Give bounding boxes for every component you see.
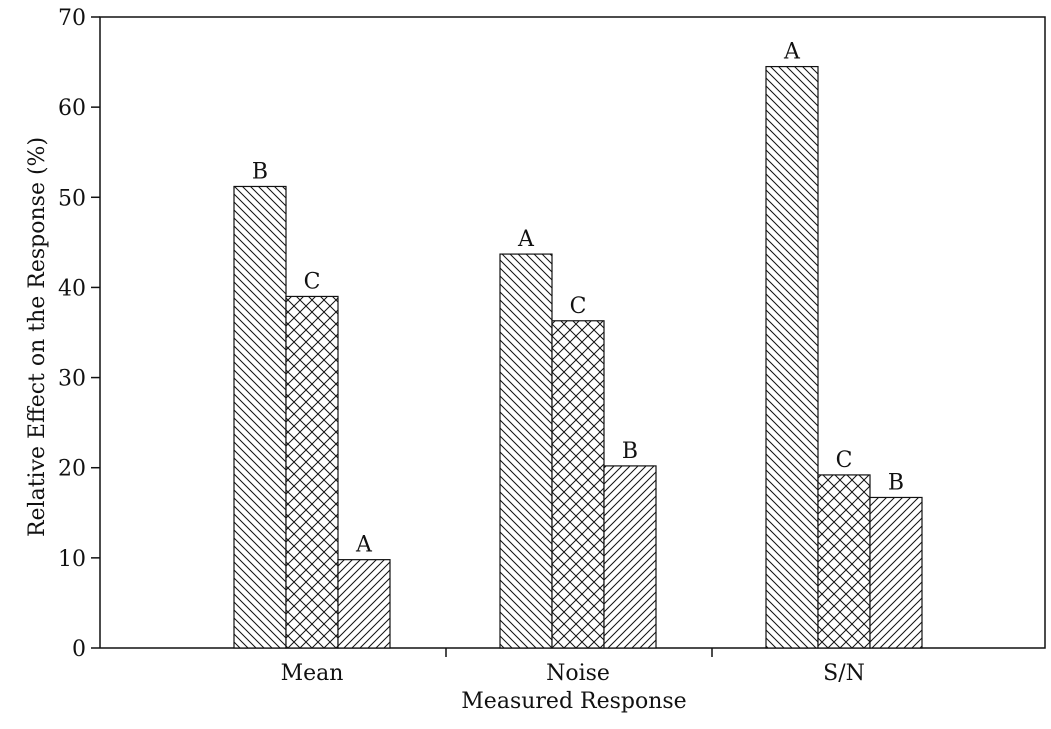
y-tick-label: 10 (58, 547, 86, 572)
axes (99, 16, 1046, 649)
x-tick-label: S/N (823, 661, 865, 686)
bar-label: A (355, 533, 373, 558)
bar (765, 65, 819, 649)
y-tick-label: 40 (58, 276, 86, 301)
bar-label: A (517, 227, 535, 252)
bar (551, 320, 605, 649)
bar-label: B (252, 159, 268, 184)
y-tick-label: 0 (72, 637, 86, 662)
bar (499, 253, 553, 649)
bars (233, 65, 923, 649)
y-tick-label: 50 (58, 186, 86, 211)
y-tick-label: 70 (58, 6, 86, 31)
x-tick-label: Noise (546, 661, 610, 686)
bar (603, 465, 657, 649)
bar-label: C (570, 294, 587, 319)
x-axis-ticks: Mean Noise S/N (281, 648, 865, 686)
y-tick-label: 30 (58, 367, 86, 392)
bar-label: C (836, 448, 853, 473)
bar (817, 474, 871, 649)
y-tick-label: 20 (58, 457, 86, 482)
bar (285, 295, 339, 649)
y-tick-label: 60 (58, 96, 86, 121)
bar-label: B (888, 470, 904, 495)
x-axis-title: Measured Response (461, 689, 686, 714)
y-axis-ticks: 0 10 20 30 40 50 60 70 (58, 6, 100, 662)
plot-frame (99, 16, 1046, 649)
x-tick-label: Mean (281, 661, 344, 686)
bar-label: C (304, 269, 321, 294)
bar (869, 496, 923, 649)
bar-label: B (622, 439, 638, 464)
bar (233, 185, 287, 649)
y-axis-title: Relative Effect on the Response (%) (25, 137, 50, 537)
bar-label: A (783, 40, 801, 65)
bar (337, 559, 391, 649)
bar-labels: B C A A C B A C B (252, 40, 904, 558)
